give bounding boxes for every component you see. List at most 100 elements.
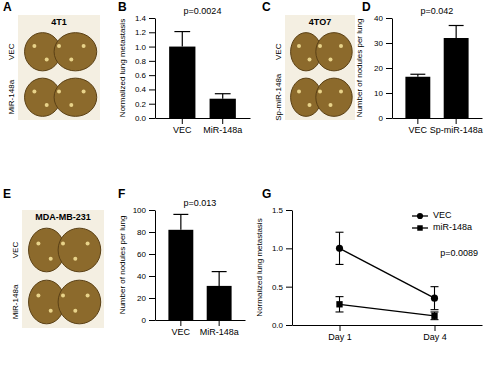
nodule [32,90,36,94]
y-axis-title: Number of nodules per lung [118,216,127,315]
y-tick-mark [149,47,155,48]
y-tick-mark [386,43,392,44]
nodule [82,90,86,94]
y-tick: 0.8 [135,57,155,66]
nodule [86,241,90,245]
lung-lobe [58,280,101,324]
error-cap [336,311,344,312]
y-tick-mark [149,232,155,233]
y-tick: 10 [374,89,392,98]
x-tick-mark [417,118,418,124]
y-tick-mark [386,18,392,19]
nodule [73,257,77,261]
y-tick: 80 [137,228,155,237]
error-cap [215,93,231,94]
y-tick: 1.4 [135,14,155,23]
error-cap [336,296,344,297]
series-line [340,248,435,298]
x-tick-label: MiR-148a [203,125,242,135]
y-tick-mark [149,75,155,76]
y-tick-mark [386,93,392,94]
y-tick-label: 40 [374,14,383,23]
panel-letter: B [118,0,127,14]
y-tick-label: 0.0 [135,114,147,123]
y-tick-mark [149,104,155,105]
y-axis-title: Normalized lung metastasis [118,19,127,117]
x-axis: Day 1Day 4 [293,325,483,342]
error-cap [174,31,190,32]
image-row-label: VEC [274,43,283,60]
nodule [36,241,40,245]
nodule [45,103,49,107]
nodule [339,90,343,94]
image-panel: C VEC Sp-miR-148a 4TO7 [262,0,355,121]
legend-marker [417,213,423,219]
y-tick: 0.2 [135,100,155,109]
plot: VECMiR-148ap=0.013020406080100Number of … [118,198,246,337]
legend-marker [417,225,422,230]
y-tick-label: 0 [142,316,147,325]
y-axis: 010203040 [374,14,392,123]
y-axis-title: Normalized lung metastasis [255,218,264,316]
x-axis: VECMiR-148a [156,320,246,337]
y-tick: 60 [137,250,155,259]
x-tick: Sp-miR-148a [430,118,483,135]
y-tick-mark [286,210,292,211]
y-tick: 0.0 [272,321,292,330]
nodule [297,90,301,94]
y-tick-mark [149,32,155,33]
x-tick: VEC [409,118,428,135]
image-panel: EVECMiR-148aMDA-MB-231 [3,187,104,328]
panel-letter: C [262,0,271,14]
bar [169,47,195,118]
y-tick-mark [149,276,155,277]
y-tick: 0.4 [135,85,155,94]
x-tick-label: VEC [173,125,192,135]
y-tick-label: 1.0 [272,244,284,253]
panel-letter: F [118,187,125,201]
error-cap [336,264,344,265]
plot: VECMiR-148ap=0.00240.00.20.40.60.81.01.2… [118,6,251,135]
p-value: p=0.0089 [440,248,478,258]
y-tick: 1.0 [272,244,292,253]
nodule [49,309,53,313]
photo-background [285,15,355,120]
bar [207,286,232,320]
image-title: 4TO7 [309,17,331,27]
x-tick-label: Day 4 [423,332,447,342]
y-axis: 0.0 0.5 1.0 1.5 [272,206,293,330]
y-tick-label: 0.6 [135,71,147,80]
y-tick: 20 [137,294,155,303]
nodule [61,293,65,297]
x-axis: VECSp-miR-148a [393,118,483,135]
bar [210,99,236,118]
y-tick-mark [149,89,155,90]
y-tick-label: 1.5 [272,206,284,215]
y-tick: 1.5 [272,206,292,215]
y-tick: 0.5 [272,283,292,292]
image-panel: AVECMiR-148a4T1 [3,0,100,120]
x-tick: Day 4 [423,325,447,342]
y-tick-mark [386,68,392,69]
x-tick-label: VEC [409,125,428,135]
nodule [69,103,73,107]
x-axis-line [393,118,483,119]
x-tick-label: Sp-miR-148a [430,125,483,135]
nodule [329,103,333,107]
nodule [318,90,322,94]
error-cap [431,286,439,287]
bar [444,38,469,118]
bar [405,77,430,118]
image-row-label: Sp-miR-148a [274,73,283,121]
x-tick-label: VEC [172,327,191,337]
panel-letter: A [3,0,12,14]
y-tick-label: 1.0 [135,43,147,52]
nodule [339,44,343,48]
y-tick-mark [149,61,155,62]
chart: BVECMiR-148ap=0.00240.00.20.40.60.81.01.… [118,0,251,135]
nodule [69,57,73,61]
marks [405,26,468,119]
series-line [340,304,435,316]
image-row-label: VEC [11,242,20,259]
legend-label: miR-148a [433,222,472,232]
